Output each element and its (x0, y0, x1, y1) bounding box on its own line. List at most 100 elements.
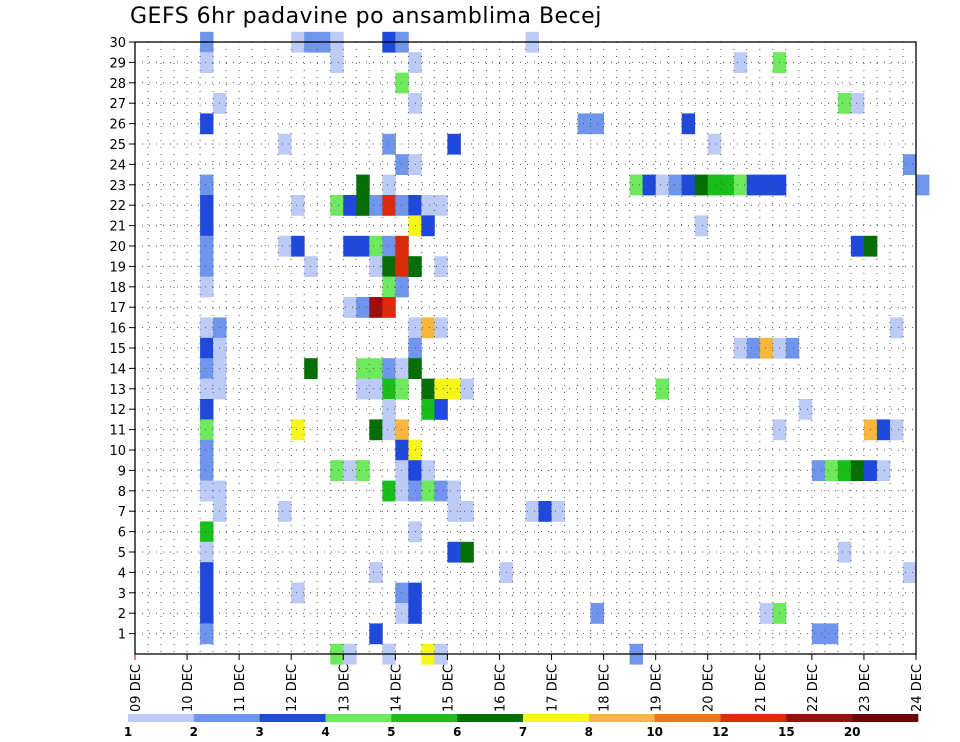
heatmap-cell (356, 460, 370, 481)
colorbar-swatch (654, 714, 721, 722)
y-tick-label: 16 (109, 322, 126, 337)
heatmap-cell (395, 460, 409, 481)
colorbar-label: 5 (387, 725, 395, 739)
y-tick-label: 29 (109, 56, 126, 71)
x-tick-label: 11 DEC (233, 664, 248, 712)
heatmap-cell (382, 399, 396, 420)
heatmap-cell (200, 215, 214, 237)
heatmap-cell (382, 378, 396, 400)
heatmap-cell (395, 256, 409, 277)
heatmap-cell (291, 235, 305, 257)
heatmap-cell (421, 378, 435, 400)
heatmap-cell (200, 460, 214, 481)
chart-title: GEFS 6hr padavine po ansamblima Becej (130, 4, 602, 29)
colorbar-layer: 1 2 3 4 5 6 7 8 10 12 15 20 (124, 714, 919, 739)
heatmap-cell (330, 195, 344, 216)
heatmap-cell (447, 501, 461, 522)
y-tick-label: 26 (109, 118, 126, 133)
heatmap-cell (824, 460, 839, 481)
x-tick-label: 19 DEC (650, 664, 665, 712)
axis-layer: 1234567891011121314151617181920212223242… (109, 36, 925, 712)
heatmap-cell (798, 399, 813, 420)
heatmap-cell (278, 235, 292, 257)
x-tick-label: 12 DEC (285, 664, 300, 712)
heatmap-cell (837, 541, 852, 563)
heatmap-cell (850, 460, 865, 481)
heatmap-cell (369, 562, 383, 583)
colorbar-label: 3 (255, 725, 263, 739)
y-tick-label: 18 (109, 281, 126, 296)
heatmap-cell (551, 501, 565, 522)
x-tick-label: 14 DEC (389, 664, 404, 712)
heatmap-cell (395, 72, 409, 94)
heatmap-cell (759, 174, 774, 196)
x-tick-label: 16 DEC (493, 664, 508, 712)
heatmap-cell (343, 195, 357, 216)
heatmap-cell (291, 195, 305, 216)
heatmap-cell (694, 174, 709, 196)
heatmap-cell (707, 174, 722, 196)
heatmap-cell (382, 174, 396, 196)
heatmap-cell (343, 235, 357, 257)
y-tick-label: 12 (109, 403, 126, 418)
heatmap-cell (200, 52, 214, 73)
heatmap-cell (395, 195, 409, 216)
heatmap-cell (421, 399, 435, 420)
heatmap-cell (395, 419, 409, 441)
colorbar-label: 6 (453, 725, 461, 739)
colorbar-swatch (786, 714, 853, 722)
colorbar-label: 7 (519, 725, 527, 739)
heatmap-cell (369, 235, 383, 257)
heatmap-cell (850, 235, 865, 257)
y-tick-label: 23 (109, 179, 126, 194)
y-tick-label: 14 (109, 362, 126, 377)
colorbar-label: 12 (712, 725, 729, 739)
heatmap-cell (200, 337, 214, 359)
heatmap-cell (395, 235, 409, 257)
heatmap-cell (837, 460, 852, 481)
heatmap-cell (382, 419, 396, 441)
heatmap-cell (291, 419, 305, 441)
heatmap-cell (200, 358, 214, 379)
x-tick-label: 13 DEC (337, 664, 352, 712)
heatmap-cell (200, 113, 214, 135)
heatmap-cell (382, 276, 396, 298)
colorbar-swatch (325, 714, 392, 722)
y-tick-label: 6 (118, 526, 126, 541)
y-tick-label: 21 (109, 220, 126, 235)
colorbar-label: 15 (778, 725, 795, 739)
heatmap-cell (525, 501, 539, 522)
y-tick-label: 4 (118, 566, 126, 581)
heatmap-cell (876, 460, 891, 481)
colorbar-swatch (128, 714, 195, 722)
heatmap-cell (577, 113, 591, 135)
heatmap-cell (369, 378, 383, 400)
heatmap-cell (746, 174, 761, 196)
y-tick-label: 15 (109, 342, 126, 357)
x-tick-label: 09 DEC (129, 664, 144, 712)
x-tick-label: 21 DEC (754, 664, 769, 712)
heatmap-cell (200, 174, 214, 196)
heatmap-cell (746, 337, 761, 359)
heatmap-cell (200, 399, 214, 420)
heatmap-cell (395, 439, 409, 461)
y-tick-label: 11 (109, 424, 126, 439)
y-tick-label: 13 (109, 383, 126, 398)
heatmap-cell (200, 317, 214, 339)
heatmap-cell (538, 501, 552, 522)
heatmap-cell (655, 174, 670, 196)
heatmap-cell (200, 256, 214, 277)
y-tick-label: 19 (109, 260, 126, 275)
heatmap-cell (916, 174, 930, 196)
heatmap-cell (655, 378, 670, 400)
heatmap-cell (720, 174, 735, 196)
heatmap-cell (395, 378, 409, 400)
y-tick-label: 3 (118, 587, 126, 602)
heatmap-cell (434, 378, 448, 400)
heatmap-cell (421, 195, 435, 216)
heatmap-cell (369, 419, 383, 441)
y-tick-label: 8 (118, 485, 126, 500)
heatmap-cell (382, 256, 396, 277)
heatmap-cell (356, 358, 370, 379)
x-tick-label: 22 DEC (806, 664, 821, 712)
